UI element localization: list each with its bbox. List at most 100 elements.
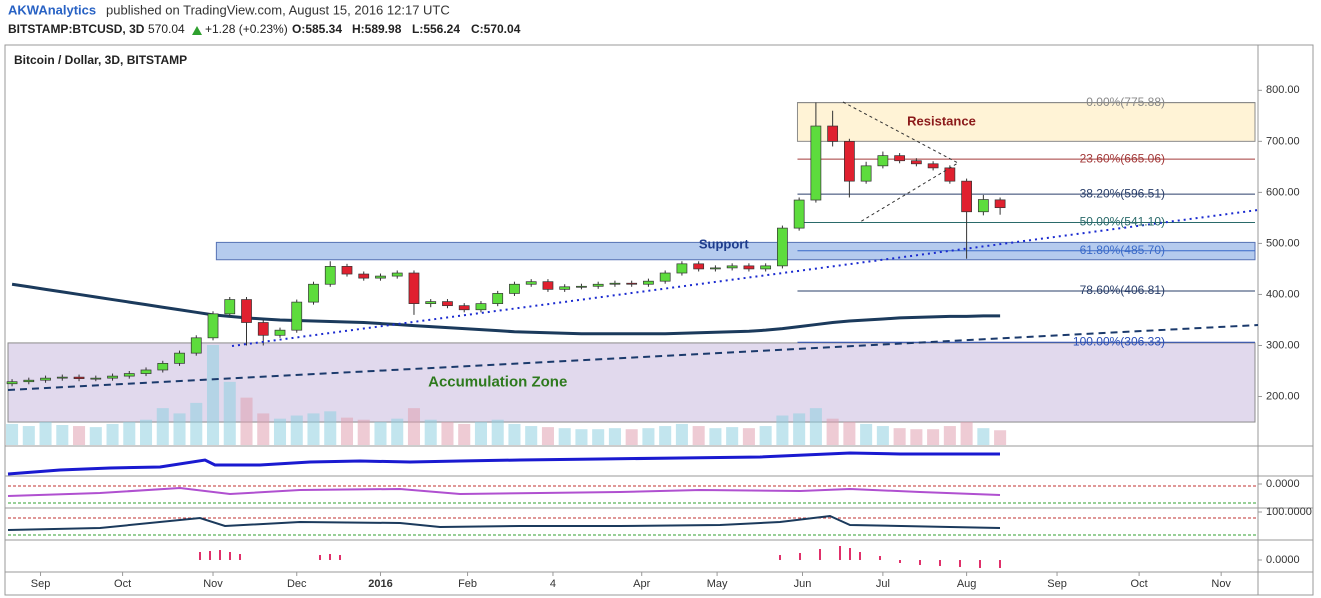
volume-bar — [692, 426, 705, 445]
fib-label: 61.80%(485.70) — [1080, 243, 1165, 257]
candle-body — [592, 283, 604, 287]
zone-label: Support — [699, 237, 749, 252]
fib-label: 100.00%(306.33) — [1073, 334, 1165, 348]
volume-bar — [424, 419, 437, 445]
x-tick-label: 2016 — [368, 578, 392, 590]
trendline — [7, 324, 1259, 391]
candle-body — [190, 337, 202, 354]
candle-body — [375, 275, 386, 279]
candle-body — [910, 160, 922, 165]
trendline — [231, 209, 1259, 347]
x-tick-label: Nov — [203, 578, 223, 590]
candle-body — [659, 272, 671, 282]
candle-body — [257, 322, 269, 336]
volume-bar — [742, 428, 755, 445]
volume-bar — [458, 423, 471, 445]
candle-body — [777, 227, 788, 267]
x-tick-label: Apr — [633, 578, 650, 590]
volume-bar — [927, 429, 940, 445]
volume-bar — [240, 397, 253, 445]
x-tick-label: Aug — [957, 578, 977, 590]
chart-title: Bitcoin / Dollar, 3D, BITSTAMP — [14, 53, 187, 67]
candle-body — [944, 167, 956, 182]
x-tick-label: Oct — [1131, 578, 1148, 590]
candle-body — [408, 272, 420, 304]
volume-bar — [675, 423, 688, 445]
candle-body — [559, 286, 571, 290]
last-price: 570.04 — [148, 22, 185, 36]
candle-body — [40, 377, 51, 381]
fib-label: 38.20%(596.51) — [1080, 186, 1165, 200]
x-tick-label: Feb — [458, 578, 477, 590]
volume-bar — [541, 427, 554, 445]
candle-body — [174, 352, 185, 364]
high: H:589.98 — [352, 22, 402, 36]
volume-bar — [826, 418, 839, 445]
candle-body — [877, 155, 889, 167]
symbol: BITSTAMP:BTCUSD, 3D — [8, 22, 145, 36]
candle-body — [123, 373, 135, 377]
candle-body — [710, 267, 721, 270]
x-tick-label: Sep — [31, 578, 51, 590]
volume-bar — [893, 428, 906, 445]
volume-bar — [6, 423, 19, 445]
candle-body — [492, 293, 504, 304]
volume-bar — [525, 426, 538, 445]
volume-bar — [206, 345, 220, 445]
candle-body — [760, 265, 772, 270]
candle-body — [793, 199, 805, 229]
volume-bar — [508, 423, 521, 445]
x-tick-label: 4 — [550, 578, 556, 590]
volume-bar — [441, 421, 454, 445]
volume-bar — [776, 415, 789, 445]
candle-body — [844, 140, 855, 182]
volume-bar — [89, 427, 102, 445]
candle-body — [643, 280, 654, 285]
volume-bar — [910, 429, 923, 445]
zone-label: Resistance — [907, 113, 976, 128]
x-tick-label: Dec — [287, 578, 307, 590]
volume-bar — [324, 411, 337, 445]
moving-average — [11, 282, 1001, 336]
x-tick-label: May — [707, 578, 728, 590]
volume-bar — [290, 415, 303, 445]
volume-bar — [257, 413, 270, 445]
volume-bar — [876, 426, 889, 445]
x-tick-label: Nov — [1211, 578, 1231, 590]
volume-bar — [357, 419, 370, 445]
volume-bar — [625, 429, 638, 445]
candle-body — [157, 362, 169, 371]
fib-label: 50.00%(541.10) — [1080, 215, 1165, 229]
candle-body — [207, 313, 219, 339]
zone — [796, 102, 1256, 142]
candle-body — [56, 376, 68, 379]
x-tick-label: Sep — [1047, 578, 1067, 590]
volume-bar — [592, 429, 605, 445]
volume-bar — [575, 429, 588, 445]
volume-bar — [977, 428, 990, 445]
candle-body — [894, 155, 905, 162]
y-tick-label: 600.00 — [1266, 186, 1300, 198]
y-tick-label: 700.00 — [1266, 135, 1300, 147]
fib-label: 78.60%(406.81) — [1080, 283, 1165, 297]
triangle — [842, 101, 960, 223]
volume-bar — [106, 423, 119, 445]
candle-body — [73, 376, 85, 380]
candle-body — [358, 273, 370, 279]
volume-bar — [709, 428, 722, 445]
candle-body — [90, 377, 102, 380]
indicator-line — [7, 486, 1001, 497]
volume-bar — [994, 430, 1007, 445]
frame — [4, 44, 1314, 596]
y-tick-label: 400.00 — [1266, 288, 1300, 300]
volume-bar — [943, 426, 956, 445]
volume-bar — [22, 426, 35, 445]
volume-bar — [39, 421, 52, 445]
volume-bar — [173, 413, 186, 445]
candle-body — [274, 329, 286, 336]
author[interactable]: AKWAnalytics — [8, 2, 96, 17]
candle-body — [140, 369, 152, 374]
candle-body — [23, 379, 35, 383]
y-tick-label: 200.00 — [1266, 390, 1300, 402]
